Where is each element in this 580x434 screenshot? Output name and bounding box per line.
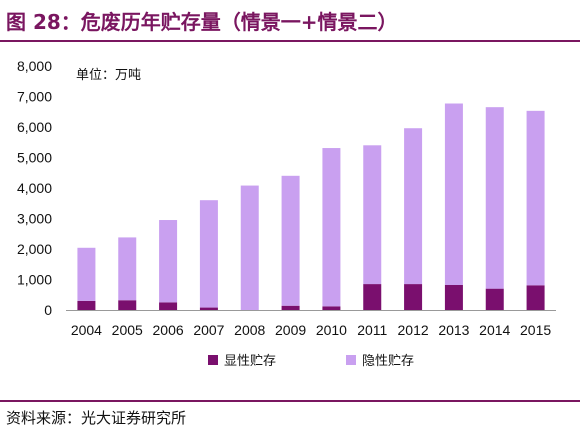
- bar-visible-2006: [159, 302, 178, 310]
- x-tick-label: 2013: [438, 322, 469, 338]
- bar-visible-2004: [77, 300, 96, 310]
- y-axis: 0 1,000 2,000 3,000 4,000 5,000 6,000 7,000 8,00…: [17, 58, 52, 318]
- source-note: 资料来源：光大证券研究所: [6, 409, 187, 427]
- x-tick-label: 2008: [234, 322, 265, 338]
- bar-hidden-2013: [444, 103, 463, 285]
- legend-label: 隐性贮存: [362, 354, 414, 369]
- bar-visible-2010: [322, 306, 341, 310]
- bar-hidden-2004: [77, 247, 96, 301]
- x-tick-label: 2005: [112, 322, 143, 338]
- x-tick-label: 2010: [316, 322, 347, 338]
- bar-visible-2013: [444, 284, 463, 310]
- title-divider: [0, 40, 580, 42]
- y-tick-label: 6,000: [17, 119, 52, 135]
- bar-visible-2011: [363, 284, 382, 310]
- bar-hidden-2012: [404, 128, 423, 285]
- y-tick-label: 1,000: [17, 272, 52, 288]
- x-tick-label: 2015: [520, 322, 551, 338]
- page-title: 图 28：危废历年贮存量（情景一+情景二）: [6, 10, 398, 34]
- bar-hidden-2008: [240, 185, 259, 310]
- y-tick-label: 3,000: [17, 211, 52, 227]
- x-tick-label: 2011: [357, 322, 387, 338]
- y-tick-label: 0: [44, 302, 52, 318]
- footer-divider: [0, 400, 580, 402]
- bar-visible-2007: [199, 307, 218, 310]
- bar-visible-2015: [526, 285, 545, 310]
- x-tick-label: 2006: [153, 322, 184, 338]
- y-tick-label: 7,000: [17, 89, 52, 105]
- unit-label: 单位：万吨: [76, 68, 141, 83]
- bar-hidden-2011: [363, 145, 382, 285]
- bar-hidden-2007: [199, 200, 218, 308]
- y-tick-label: 5,000: [17, 150, 52, 166]
- bars: [77, 103, 545, 310]
- bar-hidden-2009: [281, 175, 300, 306]
- x-tick-label: 2004: [71, 322, 102, 338]
- y-tick-label: 8,000: [17, 58, 52, 74]
- bar-visible-2014: [485, 288, 504, 310]
- y-tick-label: 4,000: [17, 180, 52, 196]
- bar-hidden-2006: [159, 220, 178, 303]
- x-tick-label: 2014: [479, 322, 510, 338]
- bar-hidden-2015: [526, 110, 545, 286]
- x-tick-label: 2007: [193, 322, 224, 338]
- legend-label: 显性贮存: [224, 354, 276, 369]
- bar-hidden-2005: [118, 237, 137, 301]
- legend-swatch: [208, 355, 218, 365]
- legend-swatch: [346, 355, 356, 365]
- bar-visible-2012: [404, 284, 423, 310]
- y-tick-label: 2,000: [17, 241, 52, 257]
- x-tick-label: 2012: [398, 322, 429, 338]
- x-tick-label: 2009: [275, 322, 306, 338]
- title-bar: 图 28：危废历年贮存量（情景一+情景二）: [0, 0, 580, 40]
- bar-hidden-2010: [322, 148, 341, 307]
- bar-hidden-2014: [485, 107, 504, 289]
- bar-visible-2009: [281, 305, 300, 310]
- bar-visible-2005: [118, 300, 137, 310]
- stacked-bar-chart: 单位：万吨 0 1,000 2,000 3,000 4,000 5,000 6,000 7,0…: [17, 58, 556, 369]
- legend: 显性贮存 隐性贮存: [208, 354, 414, 369]
- x-axis: 2004 2005 2006 2007 2008 2009 2010 2011 2012 2013…: [66, 310, 556, 338]
